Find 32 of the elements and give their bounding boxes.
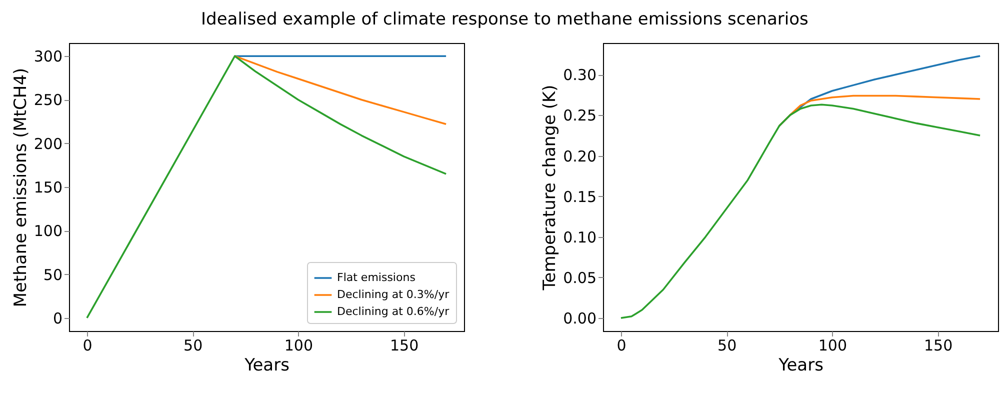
y-tick-label: 300: [34, 48, 62, 66]
x-axis-title: Years: [244, 356, 290, 376]
y-tick-label: 50: [43, 266, 62, 284]
x-tick-label: 50: [718, 336, 737, 354]
x-tick-label: 150: [390, 336, 419, 354]
y-tick-label: 250: [34, 91, 62, 110]
line-series: [620, 104, 981, 319]
y-axis-title: Temperature change (K): [540, 84, 560, 292]
legend-label: Flat emissions: [337, 271, 416, 284]
y-tick-label: 150: [34, 178, 62, 196]
x-tick-label: 0: [82, 336, 92, 354]
x-tick-label: 100: [818, 336, 848, 354]
y-tick-label: 0.30: [563, 66, 596, 84]
y-tick-label: 200: [34, 134, 62, 153]
x-tick-label: 0: [616, 336, 626, 354]
line-series: [234, 55, 447, 126]
y-tick-label: 0.15: [563, 188, 596, 206]
x-axis-title: Years: [778, 356, 824, 376]
y-tick-label: 0.00: [563, 310, 596, 328]
y-tick-label: 0: [52, 309, 62, 328]
y-tick-label: 100: [34, 222, 62, 240]
x-tick-label: 150: [924, 336, 953, 354]
legend-label: Declining at 0.6%/yr: [337, 305, 450, 318]
y-tick-label: 0.20: [563, 147, 596, 166]
legend-label: Declining at 0.3%/yr: [337, 288, 450, 301]
y-tick-label: 0.25: [563, 106, 596, 125]
y-axis-title: Methane emissions (MtCH4): [10, 68, 31, 308]
y-tick-label: 0.10: [563, 228, 596, 246]
text: Idealised example of climate response to methane emissions scenarios: [201, 10, 808, 30]
y-tick-label: 0.05: [563, 268, 596, 287]
x-tick-label: 50: [184, 336, 203, 354]
x-tick-label: 100: [284, 336, 314, 354]
